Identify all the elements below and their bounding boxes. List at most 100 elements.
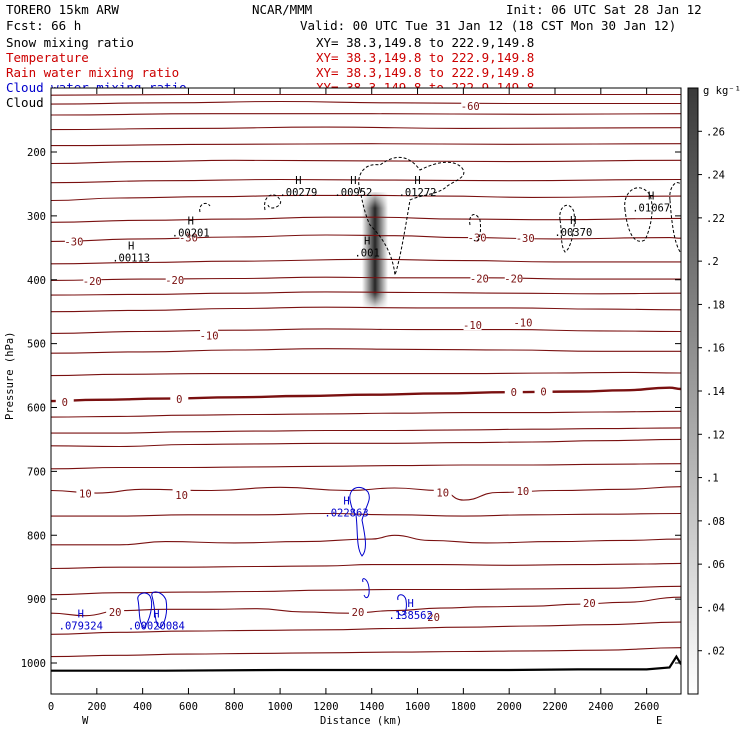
contour-label: -20 [165,275,184,287]
colorbar-tick-label: .16 [706,343,725,355]
x-tick-label: 1800 [451,701,476,713]
contour-label: 0 [62,397,68,409]
colorbar: g kg⁻¹ .02 .04 .06 .08 .1 .12 .14 .16 .18 .2 .22 .2… [687,85,740,695]
contour-label: -20 [83,276,102,288]
x-tick-label: 1400 [359,701,384,713]
colorbar-tick-label: .02 [706,646,725,658]
maximum-marker: H [350,175,356,187]
maximum-value: .001 [354,247,379,259]
maximum-value: .138562 [389,610,433,622]
cloud-water-contour [397,594,407,616]
contour-label: 0 [176,394,182,406]
west-label: W [82,715,89,727]
plot-area: -60 -30 -30 -30 -30 -20 -20 -20 -20 -10 -10 -10 0 0 0 0… [21,87,682,713]
maximum-marker: H [414,175,420,187]
temperature-contour [51,159,681,165]
contour-label-bg [55,395,74,407]
contour-label-bg [83,275,102,287]
temperature-contour [51,276,681,281]
y-tick-label: 800 [27,530,46,542]
contour-label-bg [424,611,443,623]
contour-label-bg [106,605,125,617]
contour-label: -30 [468,233,487,245]
init-label: Init: 06 UTC Sat 28 Jan 12 [506,2,702,17]
cloud-ice-contour [669,182,681,254]
temperature-contour [51,410,681,418]
legend-label: Snow mixing ratio [6,35,134,50]
y-tick-label: 400 [27,275,46,287]
temperature-contour [51,328,681,334]
plot-frame [50,87,682,695]
maximum-value: .00279 [279,187,317,199]
contour-label-bg [179,231,198,243]
maximum-value: .00370 [554,227,592,239]
maximum-marker: H [188,215,194,227]
y-tick-label: 500 [27,339,46,351]
contour-label-bg [534,385,553,397]
maximum-value: .01272 [399,187,437,199]
temperature-contour [51,534,681,546]
contour-label-bg [516,232,535,244]
colorbar-tick-label: .22 [706,213,725,225]
maximum-marker: H [648,191,654,203]
contour-label-bg [461,100,480,112]
y-tick-label: 700 [27,466,46,478]
temperature-contour [51,647,681,658]
temperature-contour [51,386,681,403]
contour-label-bg [172,489,191,501]
colorbar-tick-label: .06 [706,559,725,571]
temperature-contour [51,596,681,617]
contour-label-bg [468,231,487,243]
contour-label-bg [165,273,184,285]
contour-label: -10 [513,318,532,330]
maximum-marker: H [343,495,349,507]
temperature-contour [51,348,681,354]
temperature-contour [51,100,681,105]
x-tick-label: 800 [225,701,244,713]
y-tick-label: 900 [27,594,46,606]
temperature-contour [51,178,681,184]
contour-label: -20 [504,273,523,285]
legend-label: Rain water mixing ratio [6,65,179,80]
x-tick-label: 1200 [313,701,338,713]
cloud-ice-contour [199,202,211,213]
colorbar-tick-label: .14 [706,386,725,398]
temperature-contour [51,234,681,242]
contour-label: -20 [470,273,489,285]
contour-label-bg [200,329,219,341]
contour-label: 10 [436,487,449,499]
temperature-contour [51,621,681,635]
colorbar-tick-label: .26 [706,126,725,138]
maximum-marker: H [78,608,84,620]
x-tick-label: 2600 [634,701,659,713]
maximum-value: .00952 [334,187,372,199]
contour-label: -30 [179,233,198,245]
temperature-contour [51,143,681,147]
x-tick-label: 2000 [497,701,522,713]
colorbar-tick-label: .08 [706,516,725,528]
maximum-value: .022863 [324,507,368,519]
temperature-contour [51,291,681,296]
x-tick-label: 2200 [542,701,567,713]
contour-label: -10 [200,330,219,342]
temperature-contour [51,463,681,470]
contour-label-bg [170,393,189,405]
temperature-contour [51,512,681,517]
x-tick-label: 2400 [588,701,613,713]
snow-shading [362,192,388,308]
legend-xy: XY= 38.3,149.8 to 222.9,149.8 [316,50,534,65]
legend-label: Temperature [6,50,89,65]
maximum-marker: H [408,598,414,610]
y-tick-label: 200 [27,147,46,159]
center-label: NCAR/MMM [252,2,312,17]
x-tick-label: 200 [87,701,106,713]
contour-label-bg [513,316,532,328]
contour-label: -30 [64,236,83,248]
contour-label-bg [64,235,83,247]
colorbar-tick-label: .1 [706,473,719,485]
cloud-ice-contour [559,204,575,253]
contour-label: 10 [79,489,92,501]
model-label: TORERO 15km ARW [6,2,119,17]
cloud-water-contour [137,592,153,629]
